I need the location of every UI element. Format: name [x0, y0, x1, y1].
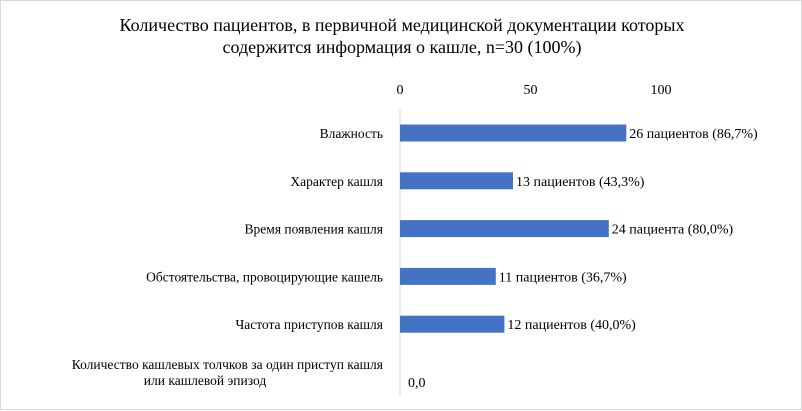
category-label: или кашлевой эпизод: [144, 373, 267, 388]
data-label: 11 пациентов (36,7%): [499, 270, 627, 285]
category-label: Частота приступов кашля: [235, 317, 383, 332]
data-label: 13 пациентов (43,3%): [516, 175, 645, 190]
chart-title-line-2: содержится информация о кашле, n=30 (100…: [223, 37, 582, 58]
x-tick-label: 100: [651, 83, 672, 98]
category-label: Обстоятельства, провоцирующие кашель: [146, 269, 383, 284]
data-label: 12 пациентов (40,0%): [507, 318, 636, 333]
category-label: Влажность: [320, 126, 383, 141]
data-labels: 26 пациентов (86,7%) 13 пациентов (43,3%)…: [408, 127, 758, 391]
data-label: 24 пациента (80,0%): [612, 223, 734, 238]
category-labels: Влажность Характер кашля Время появления к…: [72, 126, 383, 388]
bar: [400, 124, 627, 142]
x-tick-label: 50: [524, 83, 538, 98]
bars: [400, 124, 627, 333]
data-label: 0,0: [408, 376, 426, 391]
bar: [400, 267, 496, 285]
category-label: Количество кашлевых толчков за один прис…: [72, 357, 383, 372]
bar: [400, 220, 609, 238]
data-label: 26 пациентов (86,7%): [629, 127, 758, 142]
bar: [400, 172, 514, 190]
bar: [400, 315, 505, 333]
chart-title: Количество пациентов, в первичной медици…: [120, 15, 685, 58]
category-label: Характер кашля: [290, 174, 383, 189]
category-label: Время появления кашля: [245, 222, 383, 237]
x-tick-label: 0: [397, 83, 404, 98]
chart-title-line-1: Количество пациентов, в первичной медици…: [120, 15, 685, 35]
x-axis-ticks: 0 50 100: [397, 83, 672, 98]
